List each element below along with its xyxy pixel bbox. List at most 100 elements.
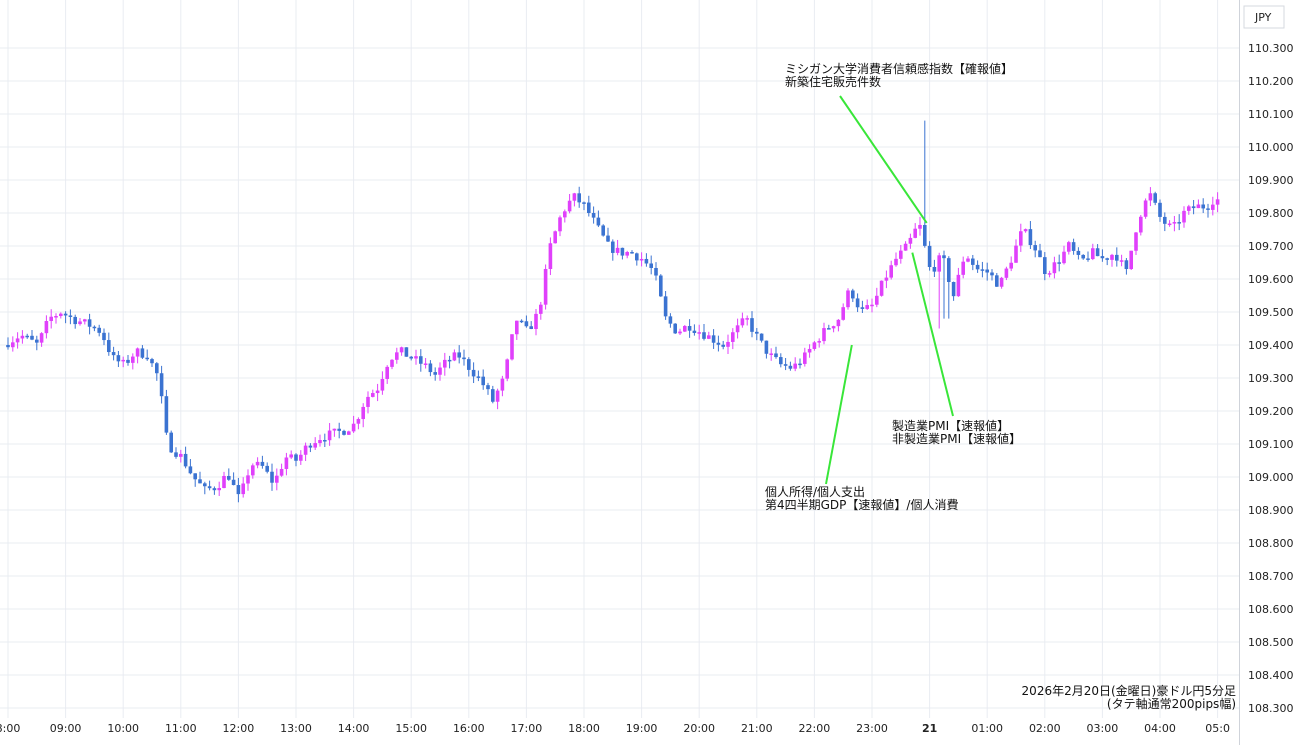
candle-up	[683, 326, 687, 332]
candle-up	[1009, 262, 1013, 269]
candle-up	[1110, 254, 1114, 260]
grid	[0, 0, 1239, 718]
candle-up	[1139, 216, 1143, 233]
candle-up	[135, 348, 140, 357]
candle-up	[318, 440, 322, 444]
candle-up	[1004, 268, 1009, 278]
candle-up	[961, 261, 965, 275]
candle-up	[443, 359, 447, 368]
candle-down	[1071, 242, 1076, 251]
candle-up	[361, 406, 365, 420]
candle-up	[390, 359, 394, 367]
candle-up	[59, 313, 63, 317]
candle-up	[879, 280, 884, 296]
candle-down	[654, 267, 658, 276]
candle-down	[265, 465, 269, 472]
candle-up	[380, 378, 385, 391]
candle-down	[755, 331, 759, 334]
candle-down	[231, 479, 236, 486]
candle-up	[500, 378, 505, 391]
candle-down	[447, 359, 452, 362]
x-tick-label: 02:00	[1029, 722, 1061, 735]
candle-down	[471, 369, 476, 377]
candle-up	[83, 319, 87, 322]
candle-down	[668, 316, 673, 324]
candle-down	[227, 475, 231, 480]
candle-down	[851, 290, 855, 299]
candle-down	[529, 326, 533, 329]
candle-down	[1158, 202, 1162, 217]
candle-down	[855, 298, 860, 308]
candle-up	[918, 224, 922, 229]
candle-down	[995, 275, 999, 287]
candle-up	[841, 307, 845, 320]
candle-up	[20, 335, 25, 339]
candle-down	[63, 313, 68, 316]
candle-up	[241, 483, 245, 495]
x-tick-label: 8:00	[0, 722, 20, 735]
candle-down	[1124, 260, 1129, 270]
candle-down	[68, 315, 73, 317]
candle-down	[1095, 248, 1100, 257]
x-tick-label: 23:00	[856, 722, 888, 735]
candle-up	[222, 475, 226, 489]
candle-down	[947, 258, 951, 282]
candle-down	[92, 326, 97, 329]
candles	[6, 120, 1220, 503]
candle-down	[663, 296, 668, 317]
candle-up	[1052, 262, 1057, 274]
candle-up	[44, 321, 49, 334]
candle-down	[1206, 208, 1210, 210]
candle-up	[371, 393, 375, 397]
candle-down	[203, 483, 207, 487]
x-tick-label: 12:00	[223, 722, 255, 735]
x-tick-labels: 8:00 09:00 10:00 11:00 12:00 13:00 14:00 15:00 1…	[0, 722, 1230, 735]
candle-down	[207, 486, 212, 489]
candle-down	[409, 356, 413, 359]
candle-up	[803, 352, 807, 364]
y-tick-label: 108.800	[1248, 537, 1294, 550]
candle-up	[299, 454, 303, 461]
candle-down	[270, 471, 274, 483]
y-tick-labels: 110.300 110.200 110.100 110.000 109.900 109.8…	[1248, 42, 1294, 715]
candle-up	[553, 231, 557, 244]
y-tick-label: 109.300	[1248, 372, 1294, 385]
candle-down	[611, 241, 615, 253]
y-tick-label: 109.100	[1248, 438, 1294, 451]
annotation-leader-line	[911, 252, 954, 417]
candle-up	[217, 488, 221, 491]
candle-up	[539, 304, 543, 314]
candle-up	[572, 193, 577, 201]
candle-up	[678, 331, 682, 334]
candle-down	[174, 452, 178, 457]
chart-subtitle: (タテ軸通常200pips幅)	[1107, 696, 1236, 711]
candle-down	[923, 224, 927, 246]
candle-down	[404, 347, 409, 357]
candle-down	[433, 372, 437, 375]
candle-up	[1062, 251, 1066, 264]
x-tick-label: 05:0	[1205, 722, 1230, 735]
candle-up	[347, 431, 351, 435]
candle-down	[764, 340, 769, 354]
candle-up	[438, 367, 442, 375]
candle-up	[812, 342, 817, 349]
x-tick-label: 16:00	[453, 722, 485, 735]
candle-up	[275, 475, 279, 483]
candle-up	[1014, 245, 1018, 263]
candle-down	[985, 269, 989, 273]
x-tick-label: 03:00	[1087, 722, 1119, 735]
candle-down	[1086, 258, 1090, 260]
candle-up	[1187, 206, 1191, 211]
candle-down	[827, 328, 831, 330]
candle-down	[990, 272, 994, 276]
candle-down	[692, 330, 697, 334]
candle-up	[1129, 250, 1133, 270]
candle-up	[1143, 200, 1148, 217]
candle-down	[779, 357, 783, 365]
candle-up	[332, 428, 337, 431]
candle-up	[563, 211, 567, 218]
candle-up	[395, 352, 399, 360]
candle-down	[1076, 250, 1081, 255]
x-tick-label: 13:00	[280, 722, 312, 735]
